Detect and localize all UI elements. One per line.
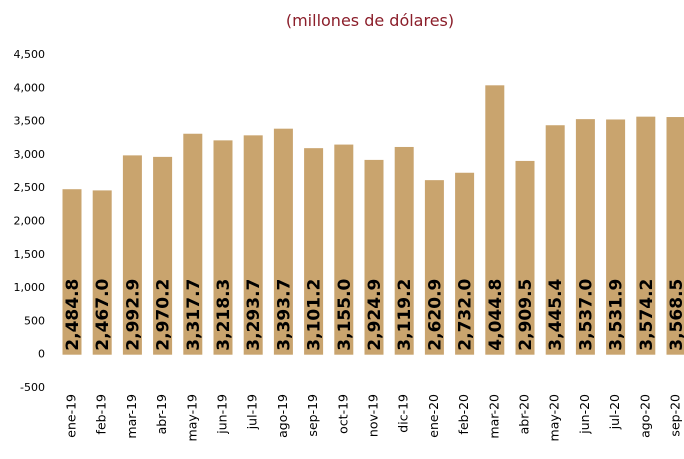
x-tick-label: jun-20	[577, 394, 592, 435]
value-label: 2,484.8	[63, 279, 83, 351]
y-tick-label: 4,500	[14, 48, 46, 61]
value-label: 2,909.5	[516, 279, 536, 351]
value-label: 3,445.4	[546, 278, 566, 350]
x-tick-label: ene-19	[64, 394, 79, 438]
bar	[92, 190, 112, 355]
x-tick-label: jun-19	[215, 394, 230, 435]
value-label: 3,568.5	[667, 279, 684, 351]
x-tick-label: mar-20	[486, 394, 501, 439]
x-tick-label: feb-19	[94, 394, 109, 434]
y-tick-label: 1,000	[14, 281, 46, 294]
value-label: 3,393.7	[274, 279, 294, 351]
x-tick-label: sep-20	[668, 394, 683, 437]
x-tick-label: feb-20	[456, 394, 471, 434]
y-tick-label: 1,500	[14, 248, 46, 261]
bar	[545, 125, 565, 355]
y-tick-label: 3,000	[14, 148, 46, 161]
bar	[334, 144, 354, 355]
bar	[122, 155, 142, 355]
x-tick-label: nov-19	[366, 394, 381, 437]
x-tick-label: mar-19	[124, 394, 139, 439]
value-label: 2,924.9	[365, 279, 385, 351]
bar	[485, 85, 505, 355]
bar	[666, 117, 684, 355]
y-tick-label: 500	[24, 314, 45, 327]
value-label: 3,293.7	[244, 279, 264, 351]
x-tick-label: sep-19	[305, 394, 320, 437]
bar	[455, 172, 475, 355]
bar	[364, 159, 384, 355]
value-label: 3,155.0	[335, 278, 355, 350]
bar	[304, 148, 324, 355]
value-label: 3,101.2	[305, 279, 325, 351]
y-tick-label: -500	[20, 381, 45, 394]
chart-title: (millones de dólares)	[286, 11, 454, 30]
value-label: 3,218.3	[214, 279, 234, 351]
x-tick-label: oct-19	[335, 394, 350, 434]
bar	[213, 140, 233, 355]
bar	[273, 128, 293, 355]
value-label: 3,119.2	[395, 279, 415, 351]
bar	[153, 156, 173, 355]
x-tick-label: dic-19	[396, 394, 411, 433]
bar	[606, 119, 626, 355]
bar	[636, 116, 656, 355]
bar	[243, 135, 263, 355]
value-label: 2,620.9	[425, 279, 445, 351]
x-tick-label: abr-19	[154, 394, 169, 434]
x-tick-label: ago-20	[637, 394, 652, 438]
x-tick-label: ene-20	[426, 394, 441, 438]
y-tick-label: 4,000	[14, 81, 46, 94]
value-label: 3,537.0	[576, 278, 596, 350]
y-tick-label: 2,000	[14, 215, 46, 228]
x-tick-label: ago-19	[275, 394, 290, 438]
value-label: 2,970.2	[154, 279, 174, 351]
y-tick-label: 0	[38, 348, 45, 361]
bar	[394, 146, 414, 355]
value-label: 4,044.8	[486, 279, 506, 351]
x-tick-label: may-19	[184, 394, 199, 441]
value-label: 3,574.2	[637, 279, 657, 351]
bar	[62, 189, 82, 355]
bar	[575, 119, 595, 355]
y-tick-label: 2,500	[14, 181, 46, 194]
x-tick-label: may-20	[547, 394, 562, 441]
value-label: 2,467.0	[93, 278, 113, 350]
value-label: 3,531.9	[607, 279, 627, 351]
y-tick-label: 3,500	[14, 115, 46, 128]
x-tick-label: abr-20	[517, 394, 532, 434]
bar	[183, 133, 203, 355]
bar	[424, 180, 444, 355]
bar	[515, 160, 535, 355]
value-label: 2,732.0	[456, 278, 476, 350]
x-tick-label: jul-20	[607, 394, 622, 430]
x-tick-label: jul-19	[245, 394, 260, 430]
value-label: 2,992.9	[123, 279, 143, 351]
value-label: 3,317.7	[184, 279, 204, 351]
